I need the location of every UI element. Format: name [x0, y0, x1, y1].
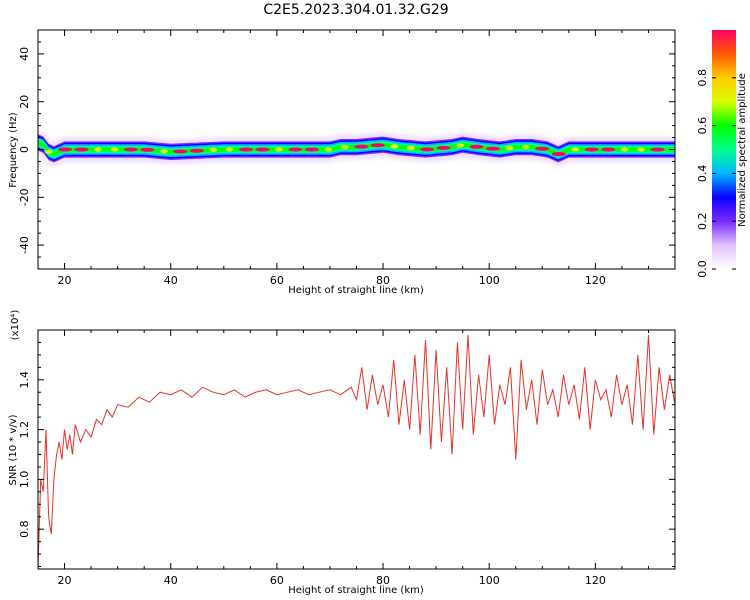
spectrogram-axes: 20 40 60 80 100 120 -40 -20 0 20 40: [18, 29, 676, 287]
ridge-hotspot: [406, 146, 415, 151]
snr-xlabel: Height of straight line (km): [288, 585, 424, 596]
colorbar-gradient: [712, 30, 736, 269]
colorbar-tick-label: 0.8: [696, 69, 709, 87]
x-tick-label: 60: [270, 574, 284, 587]
ridge-hotspot: [571, 147, 580, 152]
ridge-hotspot: [274, 147, 283, 152]
x-tick-label: 120: [585, 574, 606, 587]
y-tick-label: 0: [18, 146, 31, 153]
ridge-hotspot: [225, 147, 234, 152]
y-tick-label: 40: [18, 47, 31, 61]
figure-title: C2E5.2023.304.01.32.G29: [263, 2, 448, 18]
snr-scale-label: (x10⁴): [10, 310, 21, 341]
y-tick-label: 20: [18, 95, 31, 109]
ridge-hotspot: [535, 146, 550, 151]
ridge-hotspot: [324, 147, 333, 152]
x-tick-label: 40: [164, 574, 178, 587]
x-tick-label: 100: [479, 274, 500, 287]
ridge-hotspot: [140, 147, 155, 152]
ridge-hotspot: [209, 147, 218, 152]
ridge-hotspot: [505, 146, 514, 151]
y-tick-label: 1.4: [18, 371, 31, 389]
ridge-hotspot: [74, 147, 89, 152]
snr-series-line: [38, 334, 675, 569]
ridge-hotspot: [58, 147, 73, 152]
ridge-hotspot: [521, 145, 530, 150]
x-tick-label: 60: [270, 274, 284, 287]
x-tick-label: 20: [58, 274, 72, 287]
x-tick-label: 120: [585, 274, 606, 287]
ridge-hotspot: [390, 144, 399, 149]
ridge-hotspot: [93, 147, 102, 152]
snr-line-group: [38, 334, 675, 569]
ridge-hotspot: [239, 147, 254, 152]
ridge-hotspot: [620, 147, 629, 152]
ridge-hotspot: [189, 148, 204, 153]
spectrogram-xlabel: Height of straight line (km): [288, 285, 424, 296]
x-tick-label: 80: [376, 274, 390, 287]
ridge-hotspot: [159, 149, 168, 154]
colorbar-tick-label: 0.0: [696, 260, 709, 278]
spectrogram-ylabel: Frequency (Hz): [8, 112, 19, 188]
snr-ylabel: SNR (10 * v/v): [8, 414, 19, 485]
ridge-hotspot: [637, 147, 646, 152]
ridge-hotspot: [340, 145, 349, 150]
ridge-hotspot: [110, 147, 119, 152]
x-tick-label: 20: [58, 574, 72, 587]
ridge-hotspot: [420, 147, 435, 152]
ridge-hotspot: [485, 146, 500, 151]
ridge-hotspot: [288, 147, 303, 152]
colorbar: 0.0 0.2 0.4 0.6 0.8 Normalized spectral ampl…: [696, 30, 748, 278]
ridge-hotspot: [601, 147, 616, 152]
x-tick-label: 80: [376, 574, 390, 587]
ridge-hotspot: [650, 147, 665, 152]
colorbar-tick-label: 0.2: [696, 212, 709, 230]
x-tick-label: 40: [164, 274, 178, 287]
snr-panel: 20 40 60 80 100 120 0.8 1.0 1.2 1.4 Height of str…: [8, 310, 676, 596]
ridge-hotspot: [584, 147, 599, 152]
y-tick-label: 1.2: [18, 421, 31, 439]
x-tick-label: 100: [479, 574, 500, 587]
spectrogram-panel: 20 40 60 80 100 120 -40 -20 0 20 40 Height of stra…: [8, 29, 676, 296]
colorbar-tick-label: 0.6: [696, 117, 709, 135]
ridge-hotspot: [123, 147, 138, 152]
ridge-hotspot: [436, 145, 451, 150]
ridge-hotspot: [456, 143, 465, 148]
ridge-hotspot: [551, 152, 566, 157]
spectral-ridge: [38, 129, 675, 167]
snr-axes: 20 40 60 80 100 120 0.8 1.0 1.2 1.4: [18, 329, 676, 587]
ridge-hotspot: [173, 149, 188, 154]
ridge-hotspot: [469, 144, 484, 149]
snr-frame: [37, 329, 676, 570]
ridge-hotspot: [370, 143, 385, 148]
ridge-hotspot: [304, 147, 319, 152]
colorbar-label: Normalized spectral amplitude: [737, 73, 748, 227]
y-tick-label: -40: [18, 236, 31, 254]
y-tick-label: 1.0: [18, 471, 31, 489]
ridge-hotspot: [354, 144, 369, 149]
colorbar-axes: 0.0 0.2 0.4 0.6 0.8: [696, 69, 736, 278]
y-tick-label: 0.8: [18, 520, 31, 538]
ridge-hotspot: [255, 147, 270, 152]
y-tick-label: -20: [18, 188, 31, 206]
colorbar-tick-label: 0.4: [696, 165, 709, 183]
ridge-hotspot: [44, 149, 53, 154]
